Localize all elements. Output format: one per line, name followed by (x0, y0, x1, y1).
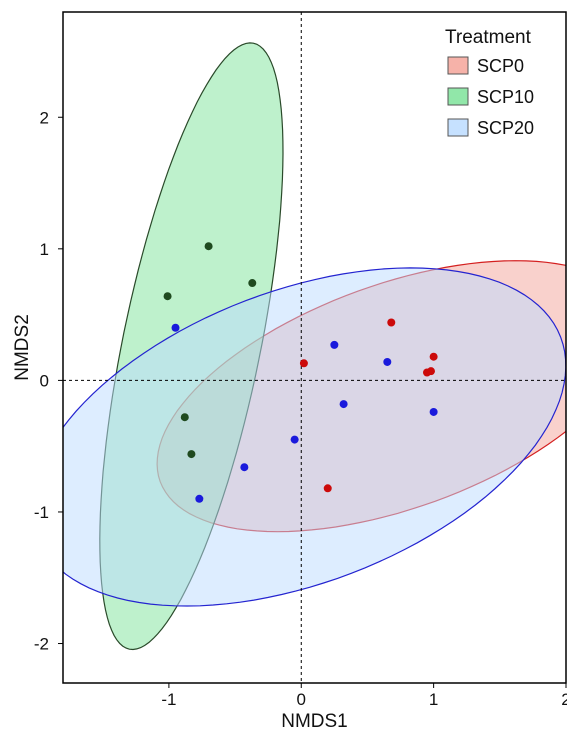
point-scp10-4 (180, 413, 189, 422)
legend-title: Treatment (445, 27, 532, 48)
point-scp20-4 (339, 400, 348, 409)
legend: Treatment SCP0 SCP10 SCP20 (445, 27, 534, 138)
legend-swatch-scp20 (447, 118, 469, 137)
point-scp10-3 (163, 292, 172, 301)
reference-lines (63, 12, 566, 683)
y-tick-label: 0 (40, 371, 49, 390)
points-layer (163, 242, 438, 503)
point-scp0-3 (429, 352, 438, 361)
x-tick-label: 1 (429, 690, 438, 709)
point-scp20-5 (429, 407, 438, 416)
point-scp20-7 (240, 463, 249, 472)
x-axis-title: NMDS1 (281, 711, 348, 732)
ellipses-layer (63, 42, 566, 651)
point-scp20-6 (290, 435, 299, 444)
x-tick-label: -1 (161, 690, 176, 709)
point-scp20-8 (195, 494, 204, 503)
y-tick-label: -1 (34, 503, 49, 522)
point-scp0-1 (299, 359, 308, 368)
point-scp10-5 (187, 450, 196, 459)
ellipse-scp20 (63, 267, 566, 607)
legend-swatch-scp0 (447, 56, 469, 75)
point-scp20-3 (383, 357, 392, 366)
x-tick-label: 2 (561, 690, 567, 709)
legend-label-scp20: SCP20 (477, 118, 534, 138)
point-scp0-6 (323, 484, 332, 493)
y-tick-label: 1 (40, 240, 49, 259)
legend-label-scp0: SCP0 (477, 56, 524, 76)
legend-label-scp10: SCP10 (477, 87, 534, 107)
point-scp10-2 (248, 279, 257, 288)
point-scp0-2 (387, 318, 396, 327)
point-scp20-1 (171, 323, 180, 332)
x-tick-label: 0 (297, 690, 306, 709)
point-scp0-5 (426, 367, 435, 376)
point-scp10-1 (204, 242, 213, 251)
y-axis-title: NMDS2 (12, 314, 33, 381)
axes: -1 0 1 2 -2 -1 0 1 2 (34, 108, 567, 709)
y-tick-label: -2 (34, 635, 49, 654)
point-scp20-2 (330, 340, 339, 349)
legend-swatch-scp10 (447, 87, 469, 106)
y-tick-label: 2 (40, 108, 49, 127)
plot-frame (62, 11, 567, 684)
